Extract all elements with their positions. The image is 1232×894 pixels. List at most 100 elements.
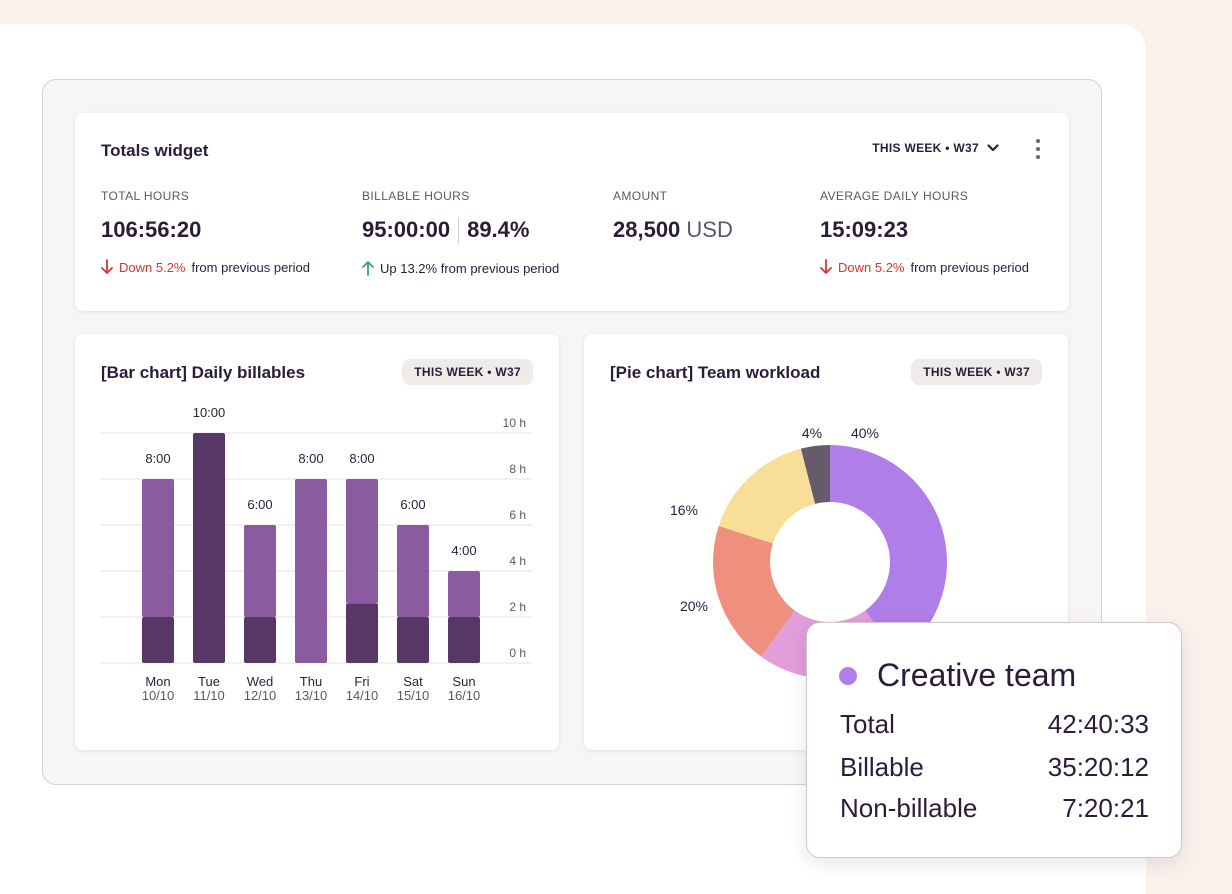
bar-segment-light [295,479,327,663]
bar-segment-dark [193,433,225,663]
x-day-label: Tue [198,674,220,689]
metric-change: Down 5.2% from previous period [101,259,310,275]
arrow-down-icon [101,259,113,274]
tooltip-row-value: 42:40:33 [1047,709,1149,739]
totals-widget-title: Totals widget [101,141,209,160]
metric-change: Down 5.2% from previous period [820,259,1029,275]
metric-amount: AMOUNT 28,500 USD [613,189,733,243]
legend-dot [839,666,857,685]
amount-unit: USD [686,217,733,242]
metric-total-hours: TOTAL HOURS 106:56:20 Down 5.2% from pre… [101,189,310,275]
bar-value-label: 6:00 [400,497,425,512]
bar-value-label: 8:00 [145,451,170,466]
metric-label: BILLABLE HOURS [362,189,470,203]
period-dropdown[interactable]: THIS WEEK • W37 [872,141,999,155]
y-tick-label: 10 h [503,416,526,430]
bar-segment-dark [346,603,378,663]
change-percent: Down 5.2% [119,259,186,275]
pie-percent-label: 20% [680,598,708,614]
tooltip-row-billable: Billable 35:20:12 [840,752,1149,783]
metric-billable-hours: BILLABLE HOURS 95:00:00 89.4% Up 13.2% fr… [362,189,560,277]
y-tick-label: 4 h [509,554,526,568]
x-date-label: 16/10 [448,688,481,703]
pie-slice [800,445,830,504]
pie-percent-label: 40% [851,425,879,441]
bar-value-label: 6:00 [247,497,272,512]
x-day-label: Sun [452,674,475,689]
period-dropdown-label: THIS WEEK • W37 [872,141,979,155]
x-date-label: 12/10 [244,688,277,703]
change-suffix: from previous period [910,259,1029,275]
metric-average-daily-hours: AVERAGE DAILY HOURS 15:09:23 Down 5.2% f… [820,189,1029,275]
pie-percent-label: 16% [670,502,698,518]
bar-value-label: 10:00 [193,405,226,420]
x-date-label: 11/10 [193,688,225,703]
pie-slice [718,448,816,544]
amount-value: 28,500 [613,217,681,242]
pie-slice [713,525,795,657]
bar-period-badge[interactable]: THIS WEEK • W37 [402,359,533,385]
divider [458,218,460,245]
y-tick-label: 8 h [509,462,526,476]
billable-hours-value: 95:00:00 [362,217,451,242]
x-date-label: 15/10 [397,688,430,703]
bar-chart-title: [Bar chart] Daily billables [101,363,306,382]
pie-slice [830,445,947,657]
bar-segment-light [142,479,174,617]
tooltip-row-label: Non-billable [840,793,978,823]
totals-widget: Totals widget THIS WEEK • W37 TOTAL HOUR… [75,113,1069,311]
metric-value: 106:56:20 [101,217,202,242]
arrow-up-icon [362,261,374,277]
bar-value-label: 8:00 [298,451,323,466]
change-text: Up 13.2% from previous period [380,260,560,276]
metric-label: AMOUNT [613,189,668,203]
x-day-label: Wed [247,674,274,689]
x-day-label: Sat [403,674,423,689]
tooltip-row-label: Total [840,709,895,739]
metric-label: TOTAL HOURS [101,189,190,203]
y-tick-label: 6 h [509,508,526,522]
x-date-label: 14/10 [346,688,379,703]
bar-segment-light [346,479,378,604]
tooltip-row-total: Total 42:40:33 [840,709,1149,740]
metric-change: Up 13.2% from previous period [362,260,560,277]
tooltip-row-non-billable: Non-billable 7:20:21 [840,793,1149,824]
tooltip-row-value: 7:20:21 [1062,793,1149,823]
pie-chart-title: [Pie chart] Team workload [610,363,821,382]
pie-tooltip: Creative team Total 42:40:33 Billable 35… [806,622,1182,858]
metric-value: 15:09:23 [820,217,909,242]
x-day-label: Fri [354,674,369,689]
y-tick-label: 0 h [509,646,526,660]
metric-value: 28,500 USD [613,217,733,243]
bar-value-label: 4:00 [451,543,476,558]
change-suffix: from previous period [191,259,310,275]
bar-value-label: 8:00 [349,451,374,466]
bar-segment-light [244,525,276,617]
metric-label: AVERAGE DAILY HOURS [820,189,969,203]
more-options-icon[interactable] [1033,137,1043,161]
bar-chart-card: [Bar chart] Daily billables THIS WEEK • … [75,334,559,750]
tooltip-team-name: Creative team [877,657,1077,693]
x-date-label: 10/10 [142,688,175,703]
billable-percent-value: 89.4% [467,217,530,242]
pie-period-badge[interactable]: THIS WEEK • W37 [911,359,1042,385]
x-day-label: Thu [300,674,322,689]
pie-percent-label: 4% [802,425,822,441]
bar-segment-dark [244,617,276,663]
bar-segment-light [448,571,480,617]
metric-value: 95:00:00 89.4% [362,217,559,245]
tooltip-row-value: 35:20:12 [1047,752,1149,782]
x-day-label: Mon [145,674,170,689]
tooltip-row-label: Billable [840,752,924,782]
bar-segment-light [397,525,429,617]
x-date-label: 13/10 [295,688,328,703]
bar-segment-dark [397,617,429,663]
change-percent: Down 5.2% [838,259,905,275]
bar-segment-dark [142,617,174,663]
y-tick-label: 2 h [509,600,526,614]
bar-segment-dark [448,617,480,663]
arrow-down-icon [820,259,832,274]
tooltip-header: Creative team [839,657,1076,694]
bar-chart: 0 h2 h4 h6 h8 h10 h8:00Mon10/1010:00Tue1… [101,405,533,703]
chevron-down-icon [987,144,999,152]
